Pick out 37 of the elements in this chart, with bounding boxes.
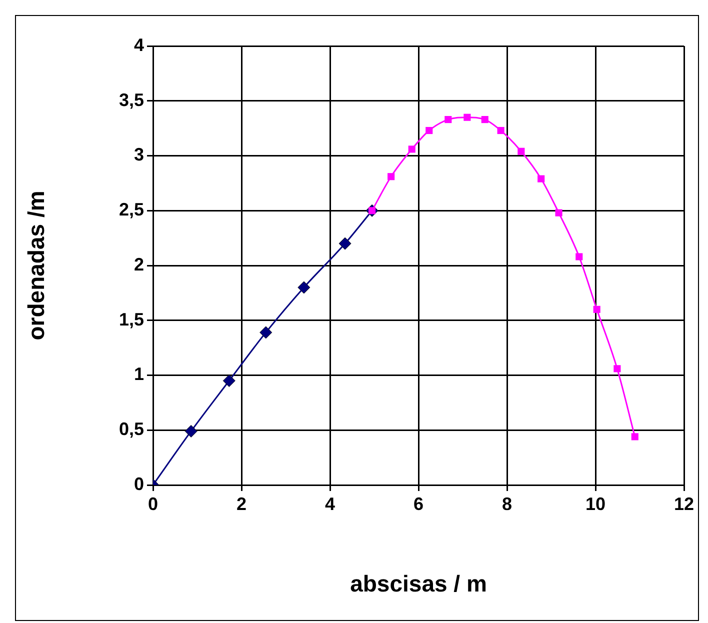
y-tick-label: 0 [134,474,144,494]
y-tick-label: 1 [134,364,144,384]
x-tick-label: 12 [674,494,694,514]
y-tick-label: 1,5 [118,309,144,330]
y-tick-label: 4 [134,34,144,55]
x-tick-label: 4 [324,494,336,514]
x-tick-label: 6 [413,494,424,514]
point [614,365,621,372]
point [388,173,395,180]
x-tick-label: 10 [585,494,606,514]
y-tick-label: 2 [134,254,144,274]
y-tick-label: 3 [134,144,144,165]
point [444,116,452,124]
y-tick-label: 3,5 [118,90,144,110]
point [555,209,562,216]
x-tick-label: 8 [502,494,512,514]
point [481,116,488,124]
x-tick-label: 2 [236,494,247,514]
point [593,306,600,313]
point [464,114,471,121]
y-tick-label: 2,5 [118,200,144,220]
y-tick-label: 0,5 [118,419,144,440]
point [184,424,198,438]
x-tick-label: 0 [148,494,158,514]
point [260,326,272,339]
x-axis-title: abscisas / m [350,570,487,597]
point [222,374,236,387]
point [518,148,525,155]
point [631,433,638,440]
point [298,281,310,294]
point [338,237,352,250]
point [497,126,504,134]
point [408,146,416,153]
y-axis-title: ordenadas /m [23,190,50,340]
point [538,175,545,182]
point [576,253,583,260]
point [426,126,433,134]
